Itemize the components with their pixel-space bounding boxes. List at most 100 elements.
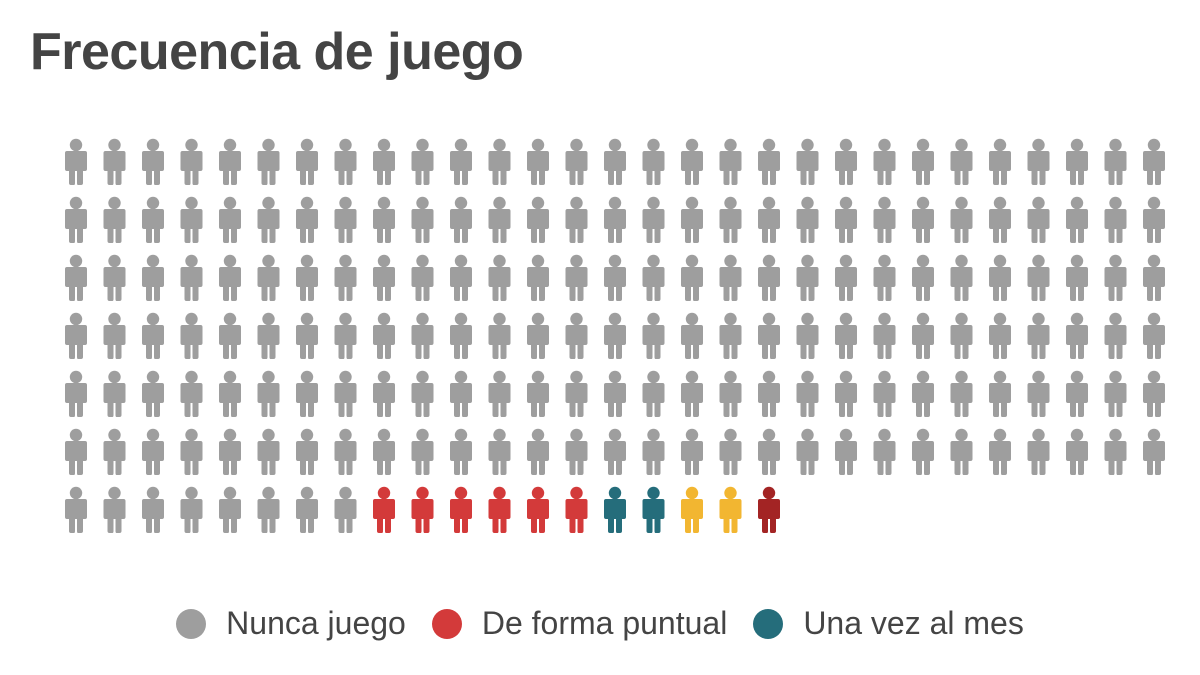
person-icon bbox=[565, 312, 588, 359]
person-icon bbox=[912, 312, 934, 359]
person-icon bbox=[373, 312, 395, 359]
person-icon bbox=[989, 196, 1011, 243]
person-icon bbox=[450, 486, 472, 533]
person-icon bbox=[411, 486, 434, 533]
person-icon bbox=[642, 138, 665, 185]
person-icon bbox=[604, 254, 626, 301]
person-icon bbox=[796, 370, 819, 417]
person-icon bbox=[1027, 254, 1050, 301]
person-icon bbox=[604, 312, 626, 359]
legend-swatch bbox=[431, 608, 462, 639]
person-icon bbox=[1066, 196, 1088, 243]
person-icon bbox=[296, 486, 318, 533]
person-icon bbox=[719, 254, 742, 301]
person-icon bbox=[796, 428, 819, 475]
person-icon bbox=[103, 138, 126, 185]
person-icon bbox=[1143, 428, 1165, 475]
person-icon bbox=[450, 370, 472, 417]
person-icon bbox=[758, 370, 780, 417]
person-icon bbox=[257, 486, 280, 533]
person-icon bbox=[65, 138, 87, 185]
person-icon bbox=[65, 370, 87, 417]
chart-title: Frecuencia de juego bbox=[30, 23, 524, 81]
person-icon bbox=[103, 254, 126, 301]
person-icon bbox=[488, 138, 511, 185]
person-icon bbox=[719, 370, 742, 417]
person-icon bbox=[604, 486, 626, 533]
person-icon bbox=[604, 196, 626, 243]
person-icon bbox=[219, 370, 241, 417]
person-icon bbox=[65, 428, 87, 475]
person-icon bbox=[257, 312, 280, 359]
person-icon bbox=[142, 196, 164, 243]
person-icon bbox=[103, 428, 126, 475]
person-icon bbox=[103, 370, 126, 417]
person-icon bbox=[103, 196, 126, 243]
person-icon bbox=[411, 138, 434, 185]
person-icon bbox=[835, 370, 857, 417]
person-icon bbox=[411, 312, 434, 359]
person-icon bbox=[565, 370, 588, 417]
legend-label: De forma puntual bbox=[481, 605, 728, 641]
person-icon bbox=[912, 428, 934, 475]
person-icon bbox=[1143, 138, 1165, 185]
person-icon bbox=[796, 312, 819, 359]
person-icon bbox=[1066, 428, 1088, 475]
person-icon bbox=[334, 254, 357, 301]
person-icon bbox=[488, 196, 511, 243]
person-icon bbox=[373, 486, 395, 533]
person-icon bbox=[758, 196, 780, 243]
person-icon bbox=[1104, 370, 1127, 417]
person-icon bbox=[1143, 254, 1165, 301]
person-icon bbox=[527, 428, 549, 475]
person-icon bbox=[604, 138, 626, 185]
person-icon bbox=[604, 370, 626, 417]
person-icon bbox=[950, 370, 973, 417]
person-icon bbox=[719, 428, 742, 475]
person-icon bbox=[1143, 370, 1165, 417]
person-icon bbox=[219, 138, 241, 185]
person-icon bbox=[912, 196, 934, 243]
person-icon bbox=[1066, 138, 1088, 185]
person-icon bbox=[373, 138, 395, 185]
person-icon bbox=[257, 138, 280, 185]
person-icon bbox=[873, 138, 896, 185]
person-icon bbox=[989, 254, 1011, 301]
person-icon bbox=[565, 486, 588, 533]
person-icon bbox=[681, 486, 703, 533]
person-icon bbox=[1143, 196, 1165, 243]
person-icon bbox=[219, 428, 241, 475]
person-icon bbox=[873, 428, 896, 475]
person-icon bbox=[180, 254, 203, 301]
person-icon bbox=[950, 312, 973, 359]
person-icon bbox=[488, 370, 511, 417]
person-icon bbox=[296, 196, 318, 243]
person-icon bbox=[642, 254, 665, 301]
pictogram-grid bbox=[65, 138, 1165, 533]
person-icon bbox=[873, 312, 896, 359]
person-icon bbox=[796, 138, 819, 185]
person-icon bbox=[373, 196, 395, 243]
person-icon bbox=[219, 254, 241, 301]
person-icon bbox=[296, 138, 318, 185]
person-icon bbox=[334, 138, 357, 185]
person-icon bbox=[180, 486, 203, 533]
person-icon bbox=[796, 196, 819, 243]
person-icon bbox=[180, 196, 203, 243]
person-icon bbox=[835, 312, 857, 359]
person-icon bbox=[642, 196, 665, 243]
person-icon bbox=[681, 312, 703, 359]
person-icon bbox=[873, 196, 896, 243]
person-icon bbox=[334, 312, 357, 359]
person-icon bbox=[142, 312, 164, 359]
person-icon bbox=[527, 370, 549, 417]
person-icon bbox=[835, 428, 857, 475]
legend-item-una-vez-al-mes: Una vez al mes bbox=[753, 605, 1024, 642]
person-icon bbox=[334, 486, 357, 533]
person-icon bbox=[180, 428, 203, 475]
person-icon bbox=[488, 254, 511, 301]
person-icon bbox=[450, 138, 472, 185]
person-icon bbox=[989, 138, 1011, 185]
legend-item-de-forma-puntual: De forma puntual bbox=[431, 605, 728, 642]
person-icon bbox=[1104, 138, 1127, 185]
